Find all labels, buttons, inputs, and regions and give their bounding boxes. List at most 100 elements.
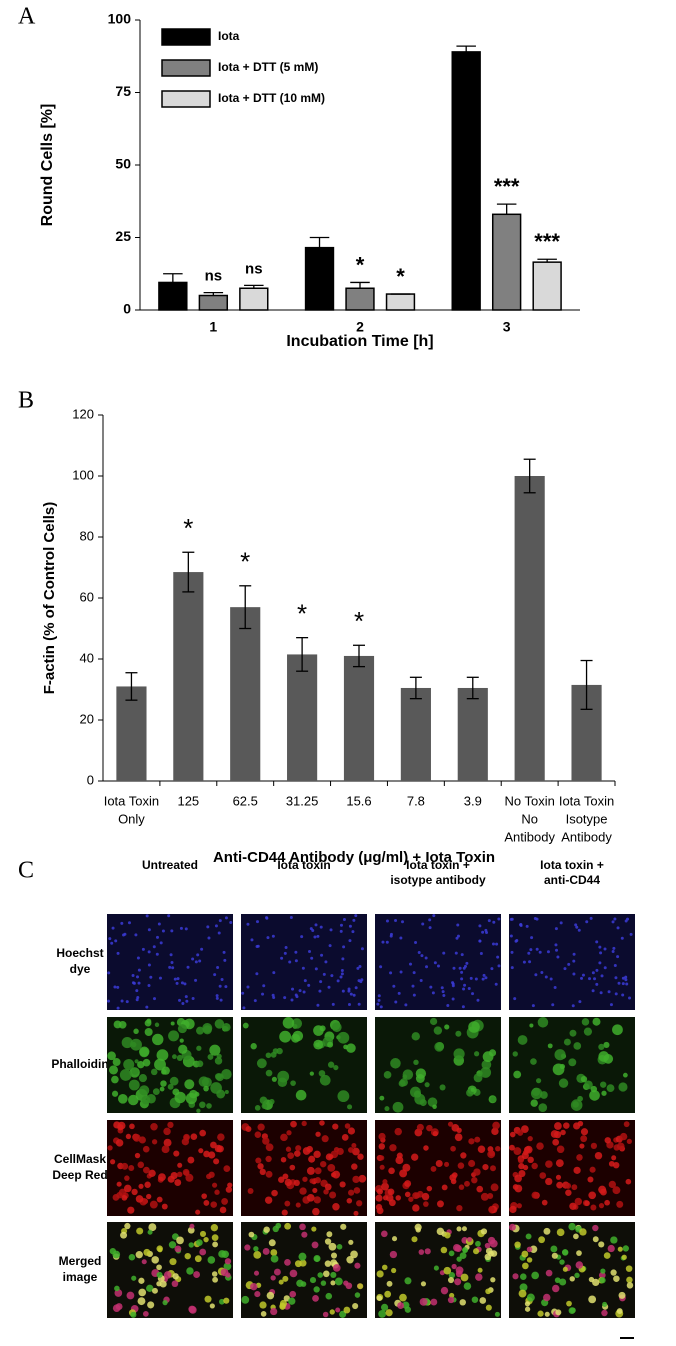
cell: [418, 1249, 425, 1255]
cell: [402, 1163, 411, 1172]
cell: [147, 950, 151, 954]
cell: [479, 1297, 487, 1304]
cell: [330, 974, 334, 978]
x-tick-label: 7.8: [407, 793, 425, 808]
cell: [145, 1005, 149, 1009]
cell: [380, 1230, 388, 1238]
cell: [473, 1073, 483, 1083]
cell: [563, 1038, 571, 1046]
cell: [388, 1167, 395, 1175]
cell: [250, 938, 254, 942]
cell: [580, 976, 584, 980]
x-tick-label: Iota Toxin: [559, 793, 614, 808]
cell: [318, 1070, 326, 1077]
significance-label: ***: [534, 229, 560, 254]
cell: [212, 1182, 218, 1188]
cell: [524, 1301, 531, 1307]
significance-label: ns: [205, 268, 223, 285]
cell: [559, 1278, 567, 1286]
row-header: Deep Red: [52, 1168, 107, 1182]
row-header: Phalloidin: [51, 1057, 108, 1071]
y-tick-label: 40: [80, 650, 94, 665]
cell: [265, 1052, 272, 1059]
cell: [307, 983, 311, 987]
cell: [455, 1266, 464, 1275]
cell: [487, 1192, 494, 1200]
cell: [624, 978, 628, 982]
cell: [598, 945, 602, 949]
cell: [278, 1279, 284, 1285]
cell: [171, 1280, 179, 1288]
cell: [255, 1157, 262, 1164]
cell: [268, 1239, 276, 1247]
cell: [487, 919, 491, 923]
cell: [195, 1209, 201, 1215]
cell: [284, 1222, 292, 1230]
cell: [518, 1163, 525, 1170]
cell: [253, 1246, 259, 1252]
y-tick-label: 25: [115, 228, 131, 244]
cell: [432, 914, 436, 918]
cell: [191, 997, 195, 1001]
cell: [482, 1164, 489, 1171]
cell: [149, 975, 153, 979]
micrograph: [375, 1017, 501, 1113]
cell: [610, 1269, 617, 1276]
cell: [156, 1245, 163, 1252]
cell: [339, 923, 343, 927]
cell: [116, 985, 120, 989]
cell: [626, 1276, 633, 1284]
cell: [113, 1020, 122, 1029]
cell: [394, 1127, 402, 1136]
significance-label: ***: [494, 174, 520, 199]
cell: [179, 1038, 184, 1043]
cell: [614, 976, 618, 980]
cell: [395, 1195, 402, 1201]
cell: [603, 966, 607, 970]
x-tick-label: No Toxin: [504, 793, 554, 808]
y-tick-label: 50: [115, 156, 131, 172]
cell: [575, 1261, 584, 1269]
cell: [628, 996, 632, 1000]
cell: [148, 1169, 156, 1177]
cell: [569, 1202, 577, 1210]
cell: [191, 957, 195, 961]
x-tick-label: 125: [177, 793, 199, 808]
cell: [211, 1271, 218, 1277]
cell: [348, 1189, 355, 1196]
cell: [272, 1048, 279, 1054]
bar: [491, 213, 522, 311]
cell: [107, 999, 111, 1003]
cell: [302, 1147, 311, 1155]
cell: [482, 1051, 494, 1063]
cell: [288, 1297, 296, 1305]
cell: [484, 1242, 491, 1249]
cell: [250, 1283, 258, 1291]
cell: [242, 1006, 246, 1010]
cell: [175, 981, 179, 985]
cell: [515, 938, 519, 942]
error-bar: [244, 284, 264, 289]
cell: [458, 1184, 465, 1190]
cell: [147, 963, 151, 967]
cell: [329, 1191, 337, 1199]
cell: [608, 1180, 616, 1189]
bar: [343, 655, 375, 781]
cell: [135, 1195, 144, 1203]
cell: [509, 1144, 515, 1151]
cell: [357, 1002, 361, 1006]
cell: [250, 1043, 257, 1050]
cell: [376, 1270, 384, 1278]
cell: [131, 1041, 137, 1048]
cell: [577, 1120, 584, 1127]
cell: [206, 1103, 212, 1109]
cell: [535, 917, 539, 921]
cell: [111, 1075, 119, 1084]
cell: [399, 936, 403, 940]
cell: [270, 1275, 276, 1281]
cell: [531, 1191, 539, 1199]
y-axis-title: Round Cells [%]: [39, 104, 56, 227]
cell: [287, 1152, 295, 1160]
bar: [345, 287, 375, 311]
cell: [626, 917, 630, 921]
